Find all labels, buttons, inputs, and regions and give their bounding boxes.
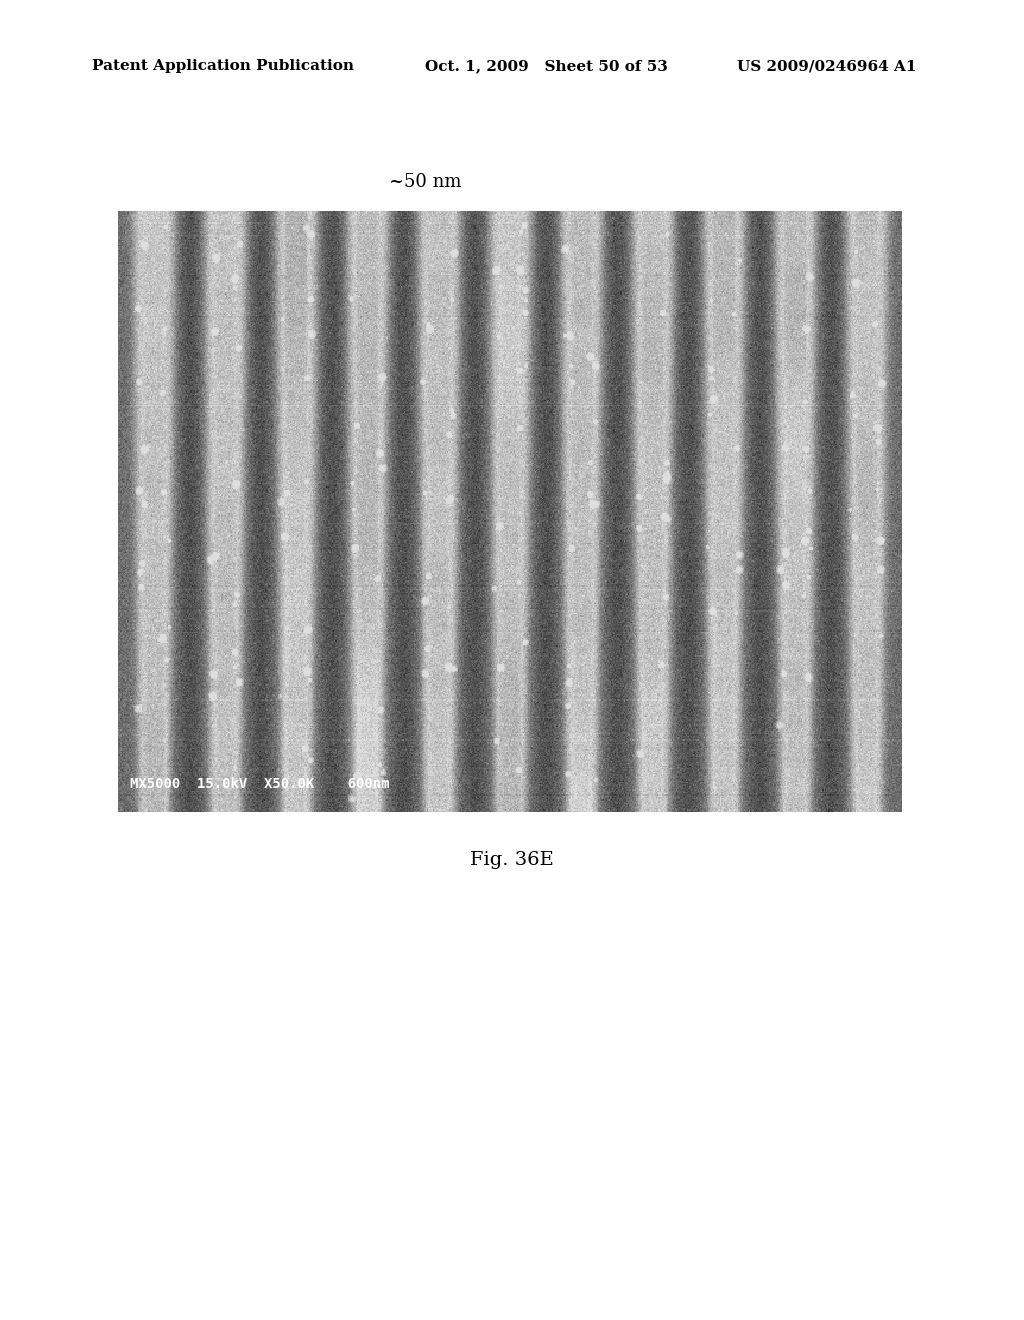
Text: MX5000  15.0kV  X50.0K    600nm: MX5000 15.0kV X50.0K 600nm xyxy=(129,776,389,791)
Text: Oct. 1, 2009   Sheet 50 of 53: Oct. 1, 2009 Sheet 50 of 53 xyxy=(425,59,668,74)
Text: Fig. 36E: Fig. 36E xyxy=(470,851,554,870)
Text: Patent Application Publication: Patent Application Publication xyxy=(92,59,354,74)
Text: ~50 nm: ~50 nm xyxy=(389,173,462,191)
Text: US 2009/0246964 A1: US 2009/0246964 A1 xyxy=(737,59,916,74)
